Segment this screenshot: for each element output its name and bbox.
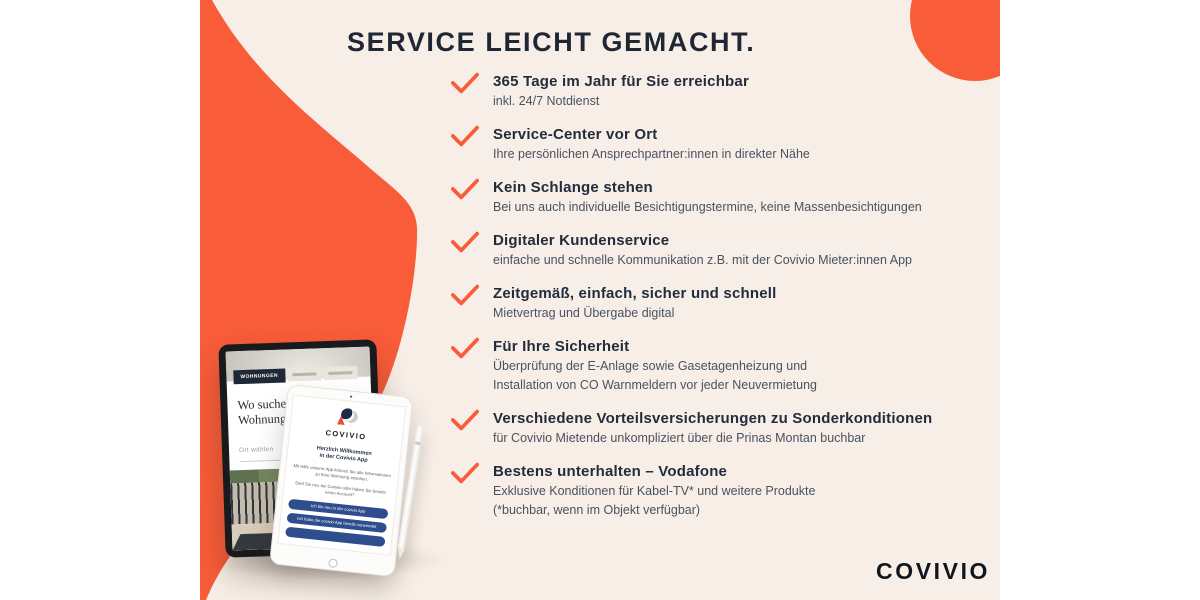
top-right-blob-shape (910, 0, 1000, 81)
checkmark-icon (451, 284, 479, 306)
checkmark-icon (451, 337, 479, 359)
tab-tertiary[interactable] (322, 366, 358, 381)
checkmark-icon (451, 231, 479, 253)
tab-secondary[interactable] (286, 367, 322, 382)
checkmark-icon (451, 462, 479, 484)
list-item-title: Für Ihre Sicherheit (493, 338, 630, 355)
list-item-title: Bestens unterhalten – Vodafone (493, 463, 728, 480)
list-item-description: Ihre persönlichen Ansprechpartner:innen … (493, 147, 810, 161)
list-item: Digitaler Kundenservice einfache und sch… (451, 231, 973, 270)
list-item: 365 Tage im Jahr für Sie erreichbar inkl… (451, 72, 973, 111)
camera-icon (349, 395, 353, 398)
tablet-app-mockup: COVIVIO Herzlich Willkommen in der Coviv… (269, 384, 414, 578)
tablet-app-screen: COVIVIO Herzlich Willkommen in der Coviv… (277, 394, 407, 556)
checkmark-icon (451, 72, 479, 94)
list-item-title: 365 Tage im Jahr für Sie erreichbar (493, 73, 750, 90)
list-item-title: Service-Center vor Ort (493, 126, 658, 143)
list-item: Kein Schlange stehen Bei uns auch indivi… (451, 178, 973, 217)
checkmark-icon (451, 125, 479, 147)
list-item-description: für Covivio Mietende unkompliziert über … (493, 431, 866, 445)
list-item-description: Überprüfung der E-Anlage sowie Gasetagen… (493, 359, 817, 392)
list-item: Für Ihre Sicherheit Überprüfung der E-An… (451, 337, 973, 395)
checkmark-icon (451, 178, 479, 200)
list-item: Bestens unterhalten – Vodafone Exklusive… (451, 462, 973, 520)
page-title: SERVICE LEICHT GEMACHT. (347, 27, 756, 57)
home-button[interactable] (328, 558, 338, 569)
service-checklist: 365 Tage im Jahr für Sie erreichbar inkl… (451, 72, 973, 520)
tab-wohnungen[interactable]: WOHNUNGEN (233, 368, 286, 385)
list-item-description: Mietvertrag und Übergabe digital (493, 306, 675, 320)
list-item: Service-Center vor Ort Ihre persönlichen… (451, 125, 973, 164)
slide-canvas: SERVICE LEICHT GEMACHT. 365 Tage im Jahr… (200, 0, 1000, 600)
list-item-title: Zeitgemäß, einfach, sicher und schnell (493, 285, 777, 302)
list-item-description: einfache und schnelle Kommunikation z.B.… (493, 253, 912, 267)
list-item-title: Digitaler Kundenservice (493, 232, 670, 249)
list-item-description: inkl. 24/7 Notdienst (493, 94, 600, 108)
list-item: Zeitgemäß, einfach, sicher und schnell M… (451, 284, 973, 323)
list-item-title: Verschiedene Vorteilsversicherungen zu S… (493, 410, 933, 427)
list-item: Verschiedene Vorteilsversicherungen zu S… (451, 409, 973, 448)
checkmark-icon (451, 409, 479, 431)
location-input-label: Ort wählen (238, 445, 274, 455)
list-item-description: Bei uns auch individuelle Besichtigungst… (493, 200, 922, 214)
covivio-wordmark: COVIVIO (325, 428, 367, 442)
list-item-description: Exklusive Konditionen für Kabel-TV* und … (493, 484, 816, 517)
covivio-logo: COVIVIO (876, 558, 991, 584)
covivio-app-logo-icon (337, 407, 359, 426)
list-item-title: Kein Schlange stehen (493, 179, 653, 196)
